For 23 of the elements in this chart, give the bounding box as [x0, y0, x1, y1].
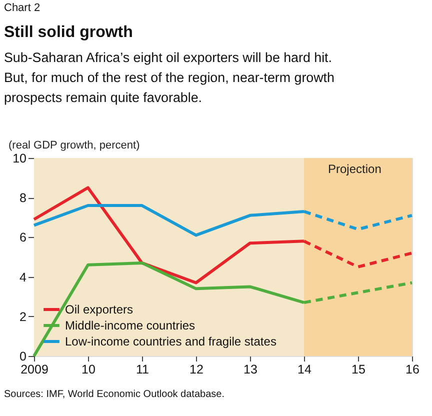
- x-tick-label: 11: [136, 362, 150, 376]
- chart-subtitle: Sub-Saharan Africa’s eight oil exporters will be hard hit. But, for much of the rest of the region, near-term growth prospects remain quite favorable.: [4, 50, 334, 105]
- legend-label: Middle-income countries: [65, 318, 196, 332]
- x-tick-label: 16: [406, 362, 420, 376]
- y-tick-label: 0: [20, 350, 27, 364]
- y-tick-label: 6: [20, 230, 27, 245]
- y-tick-label: 2: [20, 310, 27, 324]
- y-tick-label: 4: [20, 270, 27, 284]
- x-tick-label: 14: [298, 362, 312, 376]
- band-label: Projection: [328, 162, 382, 176]
- legend-label: Low-income countries and fragile states: [65, 334, 276, 348]
- x-tick-label: 15: [352, 362, 366, 376]
- caption: Chart 2: [4, 2, 40, 14]
- y-tick-label: 10: [12, 152, 27, 166]
- legend-label: Oil exporters: [65, 302, 134, 316]
- x-tick-label: 2009: [20, 362, 48, 376]
- source-note: Sources: IMF, World Economic Outlook database.: [4, 389, 224, 400]
- x-tick-label: 13: [244, 362, 258, 376]
- x-tick-label: 12: [190, 362, 204, 376]
- x-tick-label: 10: [82, 362, 96, 376]
- y-tick-label: 8: [20, 191, 27, 206]
- y-axis-title: (real GDP growth, percent): [8, 140, 140, 152]
- chart-title: Still solid growth: [4, 24, 133, 41]
